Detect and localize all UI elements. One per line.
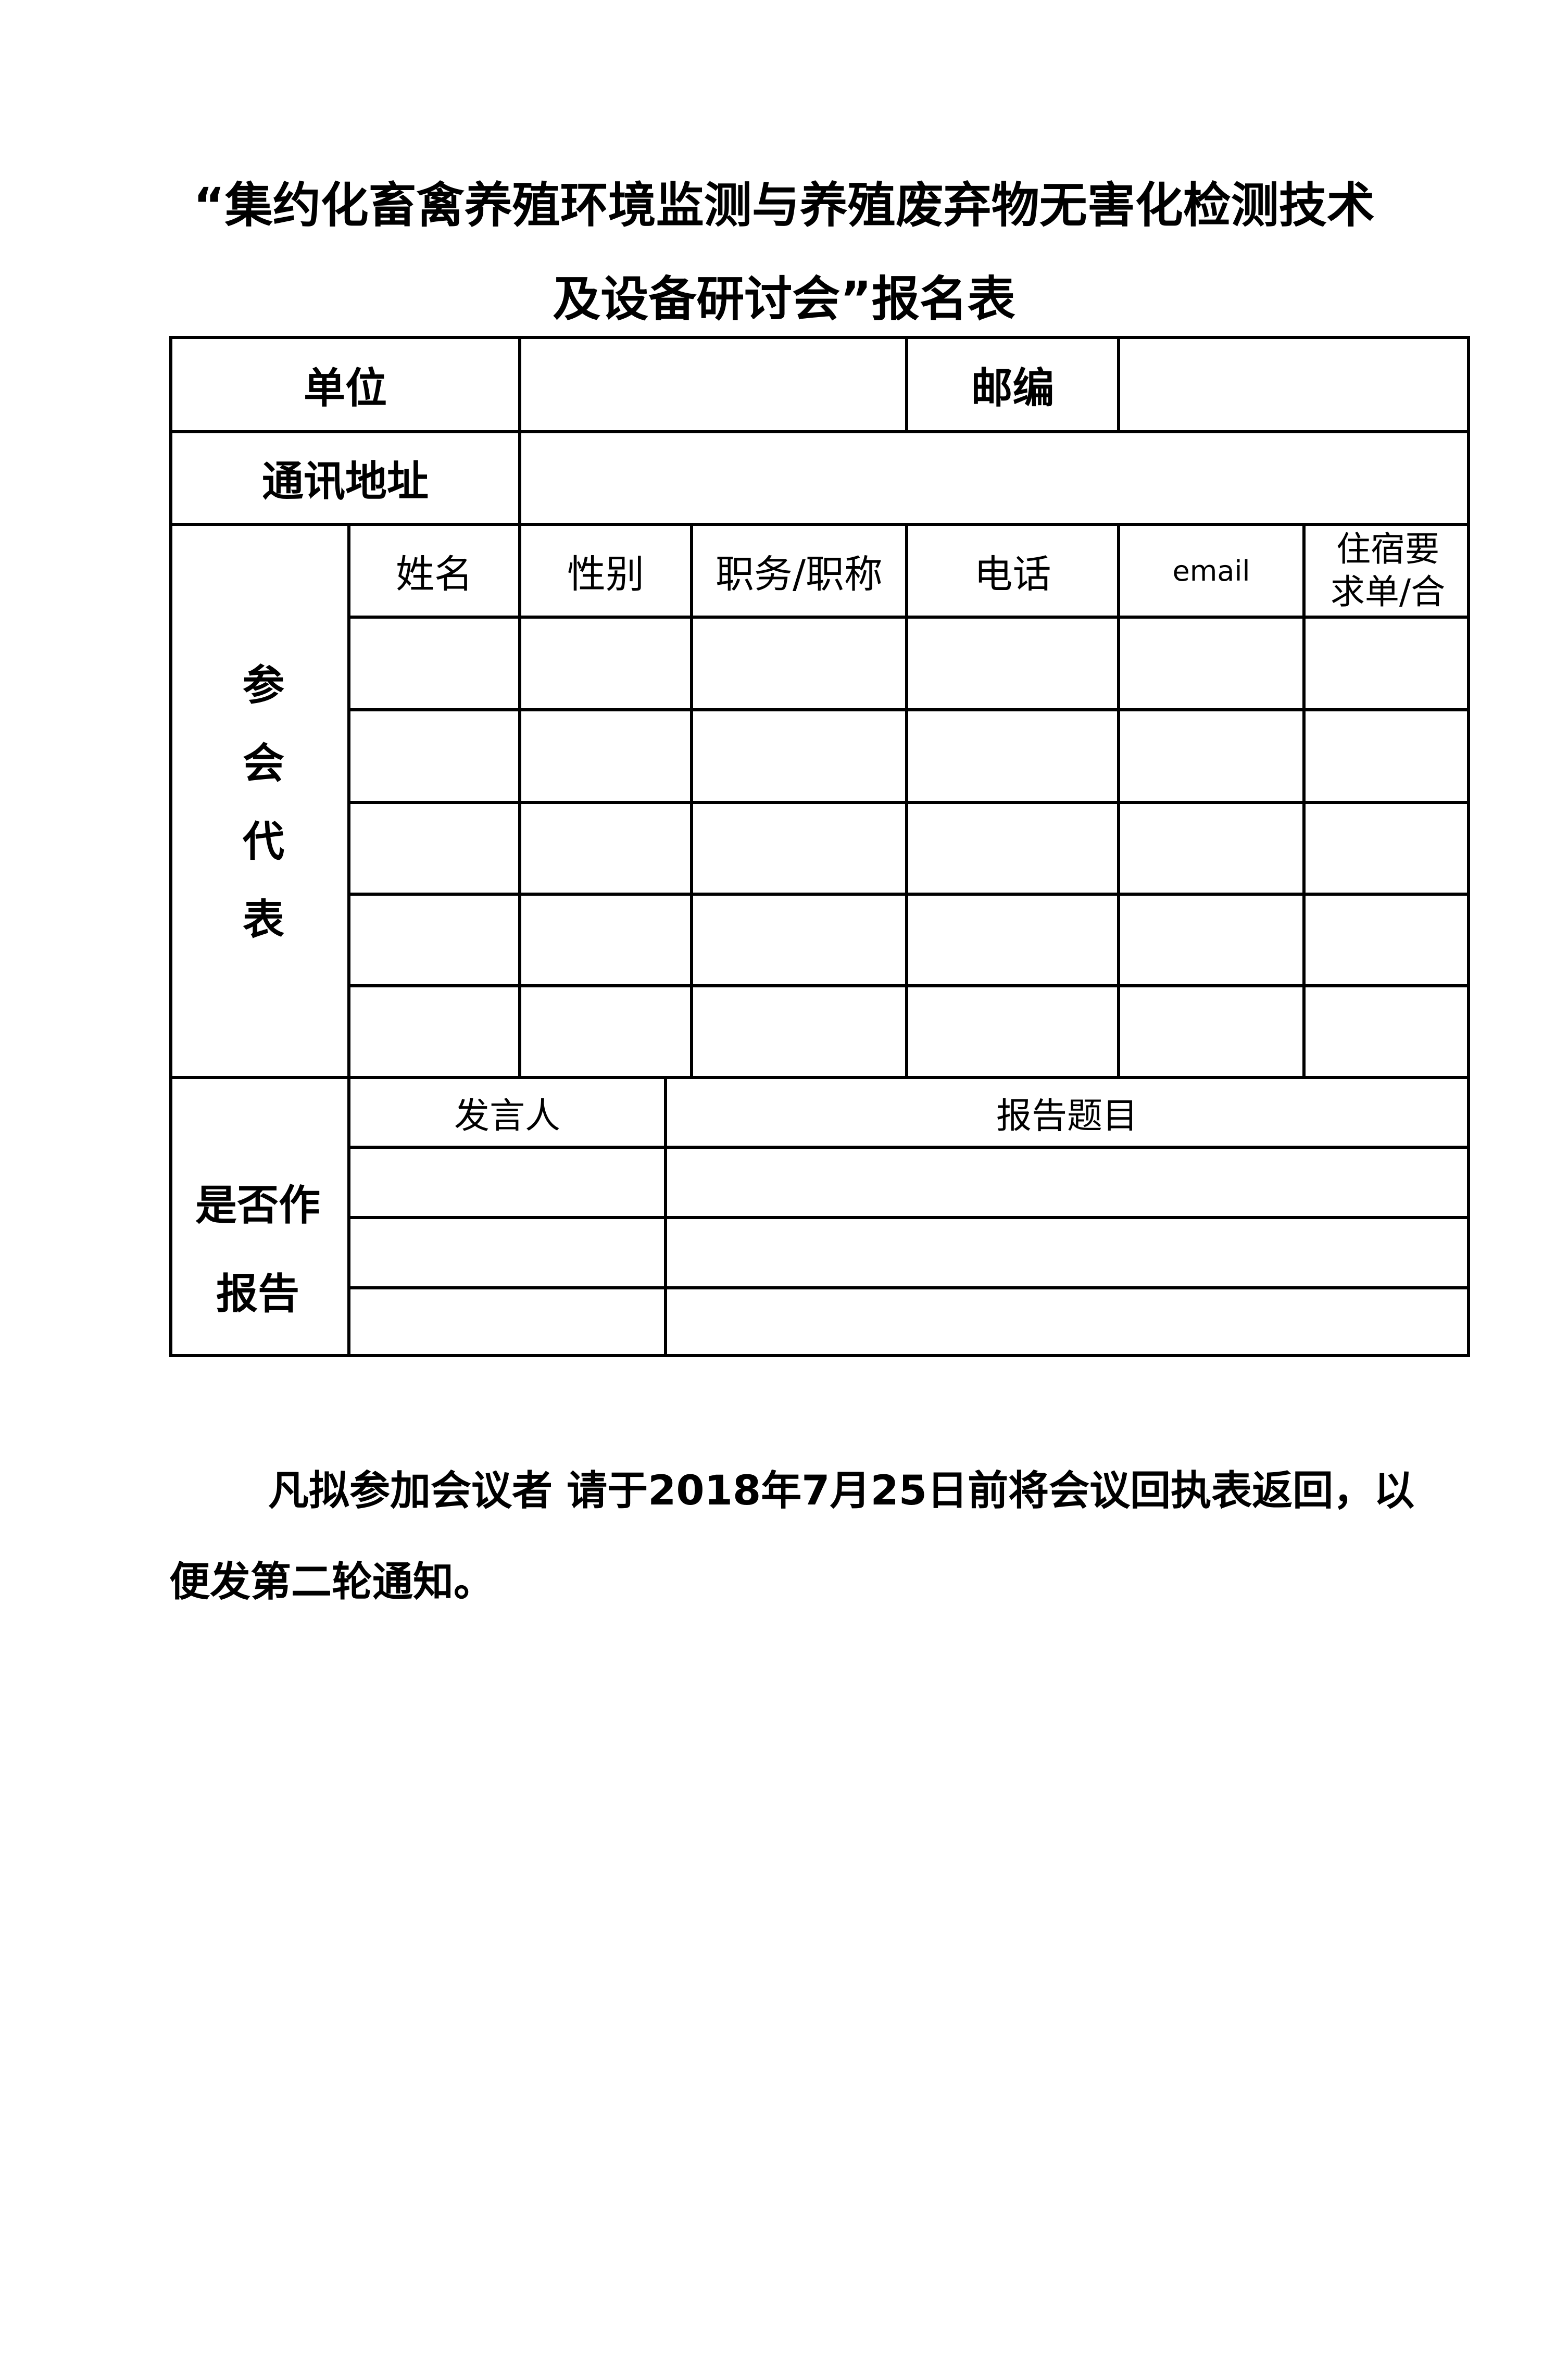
delegates-label: 参会代表 (236, 663, 284, 975)
title-line-1: “集约化畜禽养殖环境监测与养殖废弃物无害化检测技术 (193, 178, 1375, 233)
col-accommodation: 住宿要求单/合 (1330, 529, 1446, 612)
title-line-2: 及设备研讨会”报名表 (553, 271, 1015, 327)
postcode-input[interactable] (1120, 339, 1467, 430)
address-label: 通讯地址 (262, 457, 429, 506)
col-phone: 电话 (974, 551, 1051, 597)
note-line-2: 便发第二轮通知。 (169, 1559, 495, 1606)
col-gender: 性别 (567, 551, 644, 597)
col-email: email (1172, 554, 1250, 587)
postcode-label: 邮编 (971, 363, 1055, 412)
col-speaker: 发言人 (454, 1095, 560, 1137)
col-report-topic: 报告题目 (996, 1095, 1138, 1137)
note-line-1: 凡拟参加会议者 请于2018年7月25日前将会议回执表返回，以 (268, 1468, 1415, 1514)
address-input[interactable] (521, 433, 1467, 523)
col-title: 职务/职称 (716, 551, 883, 597)
unit-input[interactable] (521, 339, 905, 430)
unit-label: 单位 (304, 363, 387, 412)
col-name: 姓名 (396, 551, 473, 597)
report-label: 是否作报告 (195, 1181, 320, 1318)
